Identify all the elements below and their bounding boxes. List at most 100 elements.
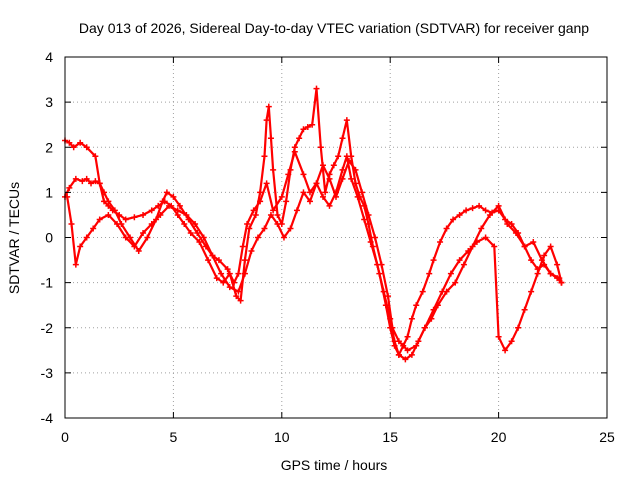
data-point-marker <box>241 257 248 264</box>
data-point-marker <box>495 202 502 209</box>
data-point-marker <box>300 189 307 196</box>
data-point-marker <box>508 338 515 345</box>
data-point-marker <box>68 220 75 227</box>
y-tick-label: -1 <box>41 275 54 291</box>
data-point-marker <box>300 126 307 133</box>
data-point-marker <box>88 180 95 187</box>
data-point-marker <box>183 211 190 218</box>
data-point-marker <box>239 243 246 250</box>
data-point-marker <box>402 356 409 363</box>
data-point-marker <box>72 261 79 268</box>
data-point-marker <box>530 239 537 246</box>
data-point-marker <box>463 207 470 214</box>
data-point-marker <box>408 351 415 358</box>
data-point-marker <box>300 171 307 178</box>
data-point-marker <box>404 333 411 340</box>
data-point-marker <box>352 166 359 173</box>
data-point-marker <box>385 293 392 300</box>
series-track-c <box>64 157 565 354</box>
data-point-marker <box>547 243 554 250</box>
data-point-marker <box>346 157 353 164</box>
data-point-marker <box>361 216 368 223</box>
data-point-marker <box>250 207 257 214</box>
data-point-marker <box>105 211 112 218</box>
data-point-marker <box>257 198 264 205</box>
data-point-marker <box>421 324 428 331</box>
data-point-marker <box>354 193 361 200</box>
data-point-marker <box>482 234 489 241</box>
data-point-marker <box>378 261 385 268</box>
data-point-marker <box>77 139 84 146</box>
data-point-marker <box>486 211 493 218</box>
data-point-marker <box>306 189 313 196</box>
grid-lines <box>65 57 607 418</box>
data-point-marker <box>79 178 86 185</box>
data-point-marker <box>96 216 103 223</box>
data-point-marker <box>144 234 151 241</box>
x-tick-label: 25 <box>599 429 615 445</box>
data-point-marker <box>90 225 97 232</box>
data-point-marker <box>83 234 90 241</box>
data-point-marker <box>521 243 528 250</box>
data-point-marker <box>101 189 108 196</box>
data-point-marker <box>309 121 316 128</box>
data-point-marker <box>478 225 485 232</box>
y-tick-label: 2 <box>45 139 53 155</box>
data-point-marker <box>512 229 519 236</box>
data-point-marker <box>248 248 255 255</box>
data-point-marker <box>452 279 459 286</box>
data-point-marker <box>261 153 268 160</box>
data-point-marker <box>547 270 554 277</box>
y-tick-label: 4 <box>45 49 53 65</box>
data-point-marker <box>460 261 467 268</box>
y-tick-label: 3 <box>45 94 53 110</box>
data-point-marker <box>157 211 164 218</box>
data-point-marker <box>330 162 337 169</box>
data-point-marker <box>244 220 251 227</box>
data-point-marker <box>122 234 129 241</box>
data-point-marker <box>96 180 103 187</box>
data-point-marker <box>343 153 350 160</box>
data-point-marker <box>252 211 259 218</box>
data-point-marker <box>131 243 138 250</box>
data-point-marker <box>343 117 350 124</box>
data-point-marker <box>367 239 374 246</box>
data-point-marker <box>413 302 420 309</box>
y-tick-label: 0 <box>45 230 53 246</box>
data-point-marker <box>521 306 528 313</box>
chart-title: Day 013 of 2026, Sidereal Day-to-day VTE… <box>79 20 589 36</box>
data-point-marker <box>265 103 272 110</box>
data-point-marker <box>278 193 285 200</box>
data-point-marker <box>348 175 355 182</box>
data-point-marker <box>111 207 118 214</box>
data-point-marker <box>339 175 346 182</box>
data-point-marker <box>200 234 207 241</box>
data-point-marker <box>70 144 77 151</box>
data-point-marker <box>404 347 411 354</box>
data-point-marker <box>450 216 457 223</box>
data-point-marker <box>218 270 225 277</box>
data-point-marker <box>140 229 147 236</box>
data-point-marker <box>233 293 240 300</box>
data-point-marker <box>326 175 333 182</box>
data-point-marker <box>469 205 476 212</box>
data-point-marker <box>235 288 242 295</box>
data-point-marker <box>502 347 509 354</box>
x-tick-label: 10 <box>274 429 290 445</box>
data-point-marker <box>473 239 480 246</box>
data-point-marker <box>274 211 281 218</box>
data-point-marker <box>476 202 483 209</box>
data-series <box>62 85 565 363</box>
data-point-marker <box>430 306 437 313</box>
y-axis-label: SDTVAR / TECUs <box>6 182 22 294</box>
data-point-marker <box>293 207 300 214</box>
data-point-marker <box>291 148 298 155</box>
data-point-marker <box>296 135 303 142</box>
data-point-marker <box>140 211 147 218</box>
data-point-marker <box>419 288 426 295</box>
data-point-marker <box>285 171 292 178</box>
data-point-marker <box>408 315 415 322</box>
data-point-marker <box>430 257 437 264</box>
data-point-marker <box>159 198 166 205</box>
data-point-marker <box>395 338 402 345</box>
